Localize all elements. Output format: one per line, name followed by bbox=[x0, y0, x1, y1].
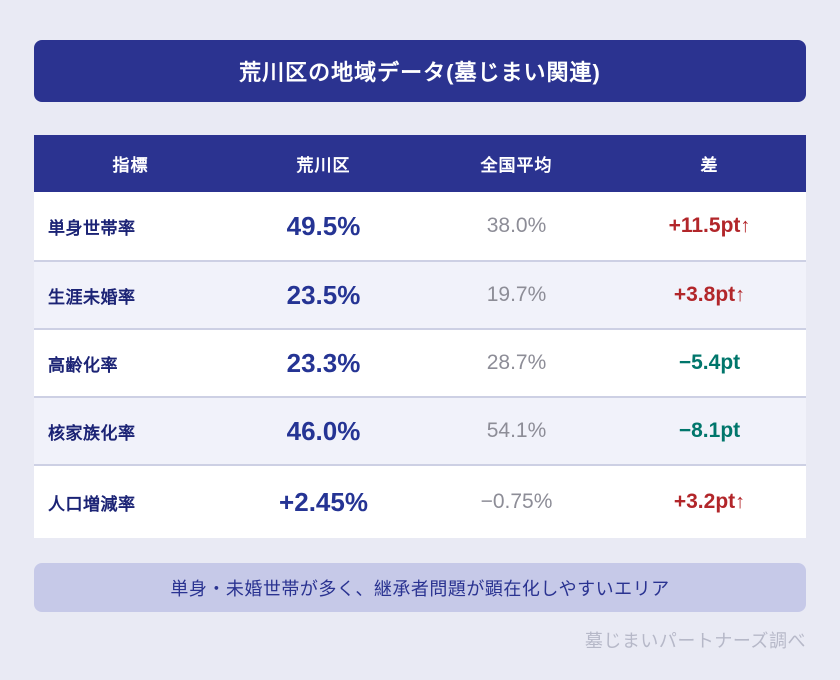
table-row: 単身世帯率 49.5% 38.0% +11.5pt↑ bbox=[34, 192, 806, 260]
diff-text: +3.2pt bbox=[673, 490, 736, 513]
indicator-label: 核家族化率 bbox=[48, 423, 136, 443]
region-data-table: 指標 荒川区 全国平均 差 単身世帯率 49.5% 38.0% +11.5pt↑… bbox=[34, 135, 806, 538]
national-average-value: −0.75% bbox=[480, 490, 553, 513]
column-header-arakawa: 荒川区 bbox=[296, 156, 351, 175]
column-header-difference: 差 bbox=[700, 156, 719, 175]
arakawa-value: 23.5% bbox=[286, 279, 361, 310]
summary-note-box: 単身・未婚世帯が多く、継承者問題が顕在化しやすいエリア bbox=[34, 563, 806, 612]
up-arrow-icon: ↑ bbox=[735, 284, 746, 306]
table-row: 人口増減率 +2.45% −0.75% +3.2pt↑ bbox=[34, 464, 806, 538]
national-average-value: 38.0% bbox=[486, 214, 547, 237]
difference-value: +3.2pt↑ bbox=[613, 490, 806, 514]
diff-text: −8.1pt bbox=[678, 419, 741, 442]
difference-value: +11.5pt↑ bbox=[613, 214, 806, 238]
page-title: 荒川区の地域データ(墓じまい関連) bbox=[239, 60, 601, 85]
title-bar: 荒川区の地域データ(墓じまい関連) bbox=[34, 40, 806, 102]
indicator-label: 高齢化率 bbox=[48, 355, 118, 375]
national-average-value: 19.7% bbox=[486, 283, 547, 306]
indicator-label: 単身世帯率 bbox=[48, 218, 136, 238]
diff-text: −5.4pt bbox=[678, 351, 741, 374]
diff-text: +3.8pt bbox=[673, 283, 736, 306]
difference-value: −8.1pt bbox=[613, 419, 806, 443]
arakawa-value: 23.3% bbox=[286, 347, 361, 378]
difference-value: −5.4pt bbox=[613, 351, 806, 375]
up-arrow-icon: ↑ bbox=[735, 491, 746, 513]
table-header-row: 指標 荒川区 全国平均 差 bbox=[34, 135, 806, 192]
arakawa-value: +2.45% bbox=[279, 486, 368, 517]
column-header-indicator: 指標 bbox=[112, 156, 149, 175]
table-row: 高齢化率 23.3% 28.7% −5.4pt bbox=[34, 328, 806, 396]
national-average-value: 54.1% bbox=[486, 419, 547, 442]
indicator-label: 生涯未婚率 bbox=[48, 287, 136, 307]
up-arrow-icon: ↑ bbox=[740, 215, 751, 237]
diff-text: +11.5pt bbox=[668, 214, 741, 237]
column-header-national-average: 全国平均 bbox=[480, 156, 553, 175]
arakawa-value: 49.5% bbox=[286, 210, 361, 241]
source-attribution: 墓じまいパートナーズ調べ bbox=[584, 631, 806, 651]
arakawa-value: 46.0% bbox=[286, 415, 361, 446]
summary-note-text: 単身・未婚世帯が多く、継承者問題が顕在化しやすいエリア bbox=[170, 578, 670, 599]
table-row: 生涯未婚率 23.5% 19.7% +3.8pt↑ bbox=[34, 260, 806, 328]
table-row: 核家族化率 46.0% 54.1% −8.1pt bbox=[34, 396, 806, 464]
indicator-label: 人口増減率 bbox=[48, 494, 136, 514]
national-average-value: 28.7% bbox=[486, 351, 547, 374]
table-body: 単身世帯率 49.5% 38.0% +11.5pt↑ 生涯未婚率 23.5% 1… bbox=[34, 192, 806, 538]
difference-value: +3.8pt↑ bbox=[613, 283, 806, 307]
